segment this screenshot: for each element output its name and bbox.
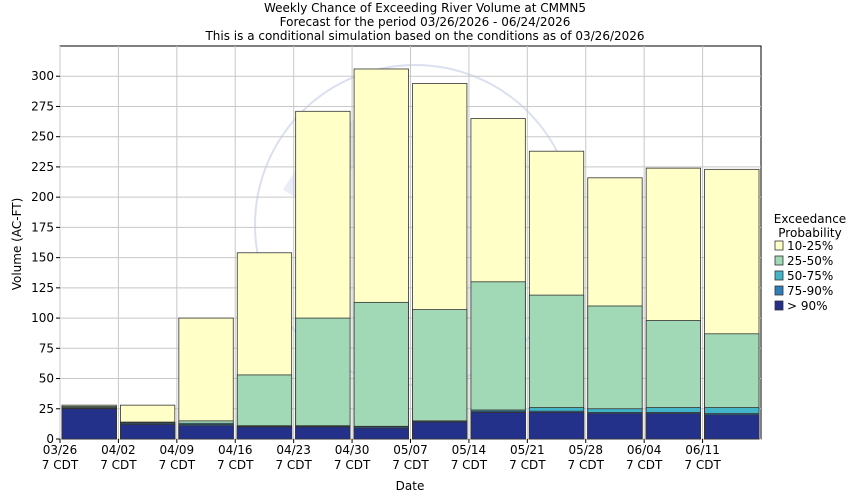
y-tick-label: 25	[39, 402, 54, 416]
bar-segment-10-25	[178, 317, 234, 440]
x-tick-label-time: 7 CDT	[509, 458, 546, 472]
y-tick-label: 75	[39, 341, 54, 355]
x-tick-label-time: 7 CDT	[392, 458, 429, 472]
legend-title-line-1: Exceedance	[774, 212, 846, 226]
x-tick-label-date: 03/26	[43, 443, 78, 457]
bar-segment-90	[470, 411, 526, 440]
bar-segment-90	[178, 425, 234, 440]
x-tick-label-time: 7 CDT	[42, 458, 79, 472]
x-tick-label-time: 7 CDT	[275, 458, 312, 472]
y-axis-label: Volume (AC-FT)	[10, 198, 24, 291]
title-line-2: Forecast for the period 03/26/2026 - 06/…	[280, 15, 571, 29]
x-tick-label-time: 7 CDT	[217, 458, 254, 472]
y-axis: 0 25 50 75 100 125 150 175 200 225 250 275 300	[31, 69, 60, 446]
legend-label: 10-25%	[787, 239, 833, 253]
y-tick-label: 50	[39, 372, 54, 386]
legend-label: 25-50%	[787, 254, 833, 268]
bar-segment-90	[295, 426, 351, 440]
y-tick-label: 300	[31, 69, 54, 83]
legend-title-line-2: Probability	[778, 226, 841, 240]
x-tick-label-time: 7 CDT	[100, 458, 137, 472]
x-tick-label-date: 05/21	[510, 443, 545, 457]
legend-swatch	[774, 270, 784, 281]
y-tick-label: 250	[31, 130, 54, 144]
bar-segment-90	[61, 408, 117, 440]
x-tick-label-date: 06/04	[627, 443, 662, 457]
chart-title: Weekly Chance of Exceeding River Volume …	[204, 1, 644, 43]
legend-label: > 90%	[787, 299, 828, 313]
bar-segment-90	[645, 413, 701, 440]
y-tick-label: 0	[46, 432, 54, 446]
legend-swatch	[774, 300, 784, 311]
legend-swatch	[774, 240, 784, 251]
x-tick-label-date: 04/02	[101, 443, 136, 457]
bar-segment-90	[587, 413, 643, 440]
x-tick-label-date: 04/16	[218, 443, 253, 457]
x-tick-label-time: 7 CDT	[334, 458, 371, 472]
x-axis-label: Date	[396, 479, 425, 493]
legend-swatch	[774, 255, 784, 266]
bar-segment-90	[236, 426, 293, 440]
y-tick-label: 175	[31, 220, 54, 234]
bar-segment-25-50	[412, 309, 468, 440]
legend-items: 10-25%25-50%50-75%75-90%> 90%	[774, 239, 833, 313]
bar-segment-90	[528, 411, 585, 440]
y-tick-label: 225	[31, 160, 54, 174]
legend: Exceedance Probability 10-25%25-50%50-75…	[774, 212, 846, 313]
y-tick-label: 150	[31, 251, 54, 265]
y-tick-label: 275	[31, 99, 54, 113]
x-tick-label-date: 05/28	[568, 443, 603, 457]
bar-segment-90	[353, 427, 409, 440]
bar-segment-90	[120, 424, 176, 440]
grid-lines	[59, 46, 761, 440]
y-tick-label: 200	[31, 190, 54, 204]
x-tick-label-date: 04/09	[160, 443, 195, 457]
x-tick-label-date: 04/30	[335, 443, 370, 457]
legend-swatch	[774, 285, 784, 296]
x-tick-label-date: 05/07	[393, 443, 428, 457]
legend-label: 75-90%	[787, 284, 833, 298]
bar-segment-25-50	[353, 301, 409, 440]
bar-segment-25-50	[295, 317, 351, 440]
x-tick-label-time: 7 CDT	[626, 458, 663, 472]
x-tick-label-date: 04/23	[276, 443, 311, 457]
y-tick-label: 125	[31, 281, 54, 295]
x-tick-label-time: 7 CDT	[684, 458, 721, 472]
title-line-1: Weekly Chance of Exceeding River Volume …	[264, 1, 586, 15]
x-tick-label-time: 7 CDT	[451, 458, 488, 472]
x-tick-label-date: 05/14	[452, 443, 487, 457]
legend-label: 50-75%	[787, 269, 833, 283]
bars	[61, 68, 760, 440]
bar-segment-90	[704, 414, 760, 440]
x-tick-label-time: 7 CDT	[159, 458, 196, 472]
x-tick-label-date: 06/11	[685, 443, 720, 457]
title-line-3: This is a conditional simulation based o…	[204, 29, 644, 43]
bar-segment-90	[412, 421, 468, 440]
x-tick-label-time: 7 CDT	[568, 458, 605, 472]
y-tick-label: 100	[31, 311, 54, 325]
